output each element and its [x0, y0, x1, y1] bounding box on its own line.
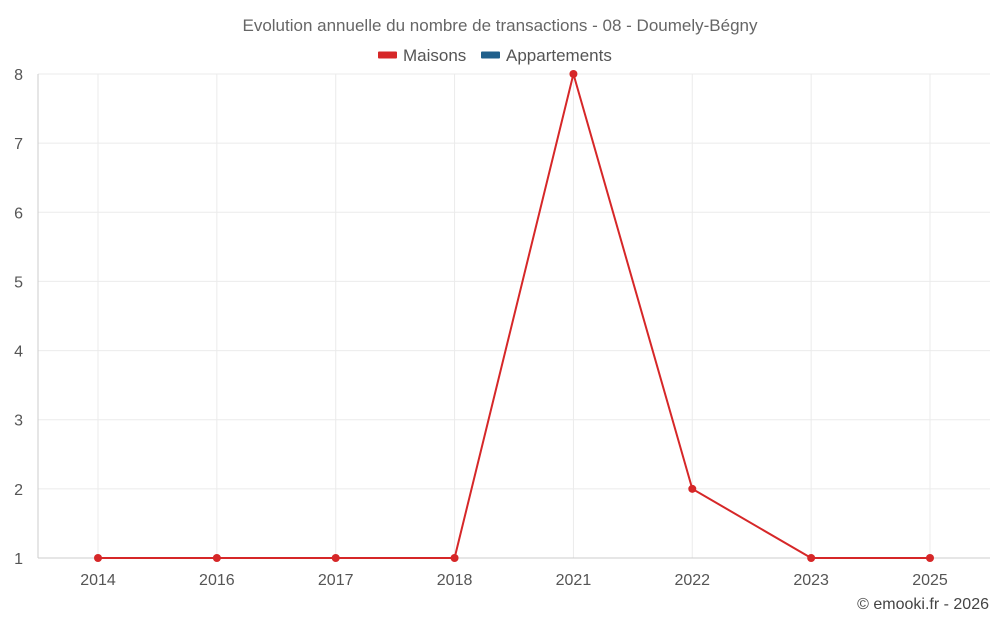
x-tick-label: 2016: [199, 572, 235, 589]
legend-item-appartements[interactable]: Appartements: [481, 46, 612, 65]
legend-swatch-appartements: [481, 51, 500, 59]
y-tick-label: 8: [14, 67, 23, 84]
data-point-maisons[interactable]: [569, 70, 578, 78]
x-tick-label: 2022: [674, 572, 710, 589]
data-point-maisons[interactable]: [926, 554, 934, 562]
legend-label-appartements: Appartements: [506, 46, 612, 65]
legend: Maisons Appartements: [378, 46, 612, 65]
y-tick-label: 4: [14, 344, 23, 361]
x-tick-label: 2018: [437, 572, 473, 589]
data-point-maisons[interactable]: [688, 484, 697, 493]
data-point-maisons[interactable]: [94, 554, 102, 562]
x-tick-label: 2021: [556, 572, 592, 589]
y-tick-label: 7: [14, 136, 23, 153]
x-tick-label: 2017: [318, 572, 354, 589]
x-tick-label: 2025: [912, 572, 948, 589]
y-tick-label: 3: [14, 413, 23, 430]
legend-label-maisons: Maisons: [403, 46, 466, 65]
axes: 1 2 3 4 5 6 7 8 2014 2016 2017 2018 2021 2022 2023 2025: [14, 67, 990, 589]
data-point-maisons[interactable]: [807, 554, 816, 562]
y-tick-label: 2: [14, 482, 23, 499]
grid: [38, 73, 990, 559]
legend-swatch-maisons: [378, 51, 397, 59]
credit-text: © emooki.fr - 2026: [857, 596, 989, 613]
chart-title: Evolution annuelle du nombre de transact…: [242, 16, 758, 35]
data-point-maisons[interactable]: [450, 554, 459, 562]
x-tick-label: 2023: [793, 572, 829, 589]
y-tick-label: 5: [14, 274, 23, 291]
data-point-maisons[interactable]: [331, 554, 340, 562]
y-tick-label: 1: [14, 551, 23, 568]
y-tick-label: 6: [14, 205, 23, 222]
data-point-maisons[interactable]: [212, 554, 221, 562]
x-tick-label: 2014: [80, 572, 116, 589]
series-line-maisons: [98, 70, 930, 559]
legend-item-maisons[interactable]: Maisons: [378, 46, 466, 65]
plot-series: [94, 70, 934, 562]
